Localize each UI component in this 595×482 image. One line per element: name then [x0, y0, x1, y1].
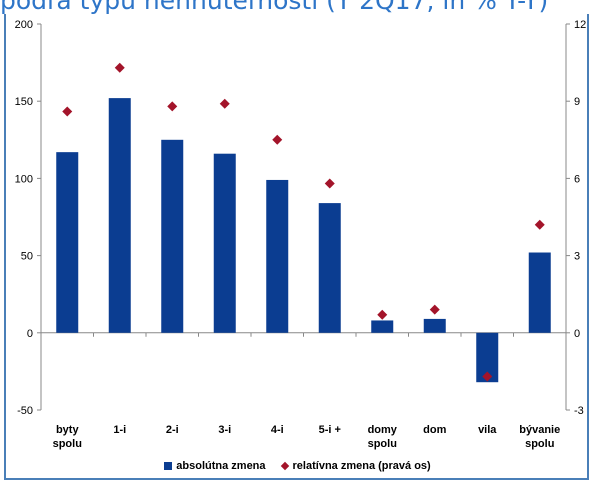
right-tick-label: 3	[574, 251, 580, 263]
right-tick-label: 12	[574, 19, 586, 31]
category-label: dom	[423, 424, 446, 436]
left-tick-label: 0	[27, 328, 33, 340]
left-tick-label: -50	[17, 405, 33, 417]
category-label: 1-i	[113, 424, 126, 436]
bar-7	[371, 320, 394, 333]
category-label: 3-i	[218, 424, 231, 436]
legend-label-absolute: absolútna zmena	[176, 460, 266, 473]
diamond-marker-6	[324, 178, 335, 189]
category-label: bývanie spolu	[519, 424, 560, 450]
right-tick-label: 0	[574, 328, 580, 340]
diamond-marker-10	[534, 219, 545, 230]
diamond-marker-8	[429, 304, 440, 315]
left-tick-label: 50	[21, 251, 33, 263]
legend-bar-swatch	[164, 462, 173, 471]
right-tick-label: 9	[574, 96, 580, 108]
bar-1	[56, 152, 79, 333]
chart-frame	[4, 14, 589, 480]
left-tick-label: 150	[15, 96, 33, 108]
right-tick-label: 6	[574, 173, 580, 185]
bar-4	[213, 153, 236, 333]
category-label: byty spolu	[53, 424, 82, 450]
diamond-marker-5	[272, 134, 283, 145]
left-tick-label: 100	[15, 173, 33, 185]
bar-2	[108, 98, 131, 333]
diamond-marker-2	[114, 62, 125, 73]
diamond-marker-1	[62, 106, 73, 117]
bar-6	[318, 203, 341, 333]
bar-3	[161, 139, 184, 333]
chart-title: podľa typu nehnuteľnosti (Y 2Q17, in % Y…	[0, 0, 549, 15]
bar-9	[476, 332, 499, 383]
right-tick-label: -3	[574, 405, 584, 417]
legend-label-relative: relatívna zmena (pravá os)	[292, 460, 431, 473]
bar-10	[528, 252, 551, 333]
bar-8	[423, 318, 446, 333]
category-label: 2-i	[166, 424, 179, 436]
bar-5	[266, 179, 289, 333]
category-label: vila	[478, 424, 497, 436]
legend-diamond-swatch	[280, 461, 289, 471]
diamond-marker-9	[482, 371, 493, 382]
diamond-marker-4	[219, 98, 230, 109]
diamond-marker-7	[377, 309, 388, 320]
diamond-marker-3	[167, 101, 178, 112]
left-tick-label: 200	[15, 19, 33, 31]
category-label: 4-i	[271, 424, 284, 436]
category-label: domy spolu	[368, 424, 398, 450]
chart-legend: absolútna zmena relatívna zmena (pravá os…	[0, 460, 595, 472]
category-label: 5-i +	[319, 424, 341, 436]
